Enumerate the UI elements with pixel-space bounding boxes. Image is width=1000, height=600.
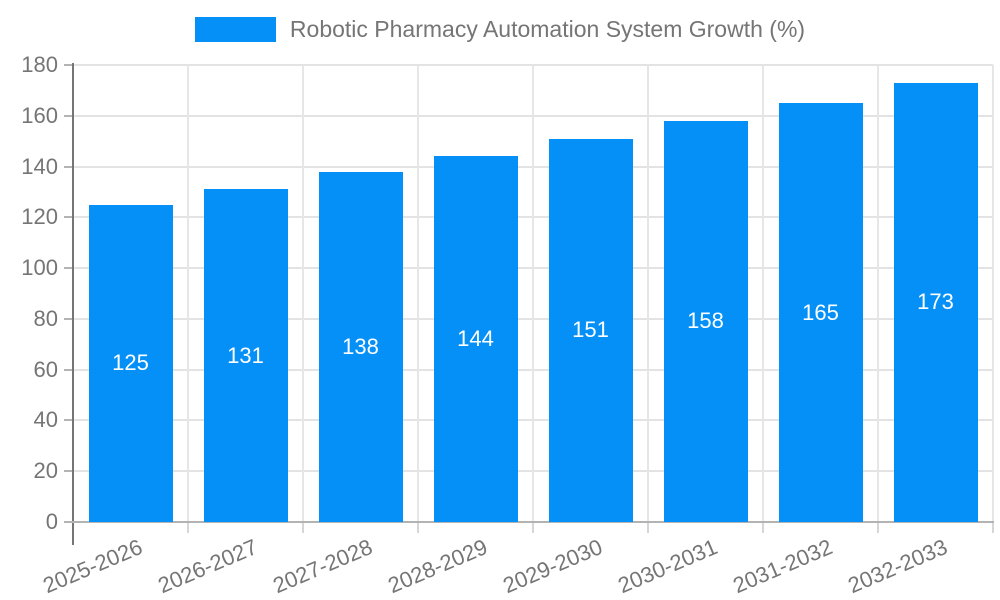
bar-value-label: 158 — [687, 308, 724, 334]
y-axis-tick-mark — [64, 267, 73, 270]
y-axis-tick-mark — [64, 216, 73, 219]
x-axis-tick-mark — [302, 522, 304, 533]
gridline-vertical — [302, 65, 304, 522]
gridline-vertical — [187, 65, 189, 522]
bar-value-label: 125 — [112, 350, 149, 376]
x-axis-tick-mark — [187, 522, 189, 533]
y-tick-label: 20 — [33, 458, 58, 484]
legend-label: Robotic Pharmacy Automation System Growt… — [289, 16, 806, 42]
y-axis-line — [72, 63, 74, 545]
y-axis-tick-mark — [64, 470, 73, 473]
bar[interactable]: 173 — [893, 82, 978, 522]
bar-value-label: 151 — [572, 317, 609, 343]
x-axis-tick-mark — [417, 522, 419, 533]
y-tick-label: 60 — [33, 356, 58, 382]
bar[interactable]: 151 — [548, 138, 633, 522]
x-axis-tick-mark — [647, 522, 649, 533]
x-tick-label: 2031-2032 — [729, 534, 837, 599]
gridline-vertical — [762, 65, 764, 522]
legend[interactable]: Robotic Pharmacy Automation System Growt… — [0, 16, 1000, 43]
x-tick-label: 2027-2028 — [269, 534, 377, 599]
y-tick-label: 160 — [21, 102, 58, 128]
gridline-vertical — [532, 65, 534, 522]
y-axis-tick-mark — [64, 317, 73, 320]
x-tick-label: 2030-2031 — [614, 534, 722, 599]
x-tick-label: 2029-2030 — [499, 534, 607, 599]
bar[interactable]: 138 — [318, 171, 403, 522]
bar-value-label: 138 — [342, 333, 379, 359]
x-axis-line — [72, 521, 994, 523]
bar-value-label: 131 — [227, 342, 264, 368]
y-axis-tick-mark — [64, 64, 73, 66]
bar[interactable]: 165 — [778, 103, 863, 522]
x-tick-label: 2028-2029 — [384, 534, 492, 599]
bar[interactable]: 158 — [663, 120, 748, 522]
bar-value-label: 165 — [802, 299, 839, 325]
x-tick-label: 2025-2026 — [39, 534, 147, 599]
x-axis-tick-mark — [992, 522, 994, 533]
legend-swatch — [194, 17, 276, 42]
y-tick-label: 140 — [21, 153, 58, 179]
bar[interactable]: 125 — [88, 204, 173, 522]
y-tick-label: 180 — [21, 52, 58, 77]
y-axis-tick-mark — [64, 368, 73, 371]
bar-value-label: 173 — [917, 289, 954, 315]
y-tick-label: 80 — [33, 305, 58, 331]
y-axis-tick-mark — [64, 114, 73, 117]
bar-value-label: 144 — [457, 326, 494, 352]
x-tick-label: 2026-2027 — [154, 534, 262, 599]
y-axis-tick-mark — [64, 521, 73, 523]
x-axis-tick-mark — [877, 522, 879, 533]
bar[interactable]: 131 — [203, 189, 288, 522]
y-tick-label: 100 — [21, 255, 58, 281]
x-axis-tick-mark — [762, 522, 764, 533]
bar[interactable]: 144 — [433, 156, 518, 522]
gridline-vertical — [417, 65, 419, 522]
gridline-vertical — [992, 65, 994, 522]
gridline-vertical — [647, 65, 649, 522]
y-tick-label: 120 — [21, 204, 58, 230]
y-axis-tick-mark — [64, 165, 73, 168]
y-tick-label: 40 — [33, 407, 58, 433]
x-axis-tick-mark — [532, 522, 534, 533]
y-tick-label: 0 — [45, 509, 58, 534]
gridline-vertical — [877, 65, 879, 522]
y-axis-tick-mark — [64, 419, 73, 422]
x-tick-label: 2032-2033 — [844, 534, 952, 599]
